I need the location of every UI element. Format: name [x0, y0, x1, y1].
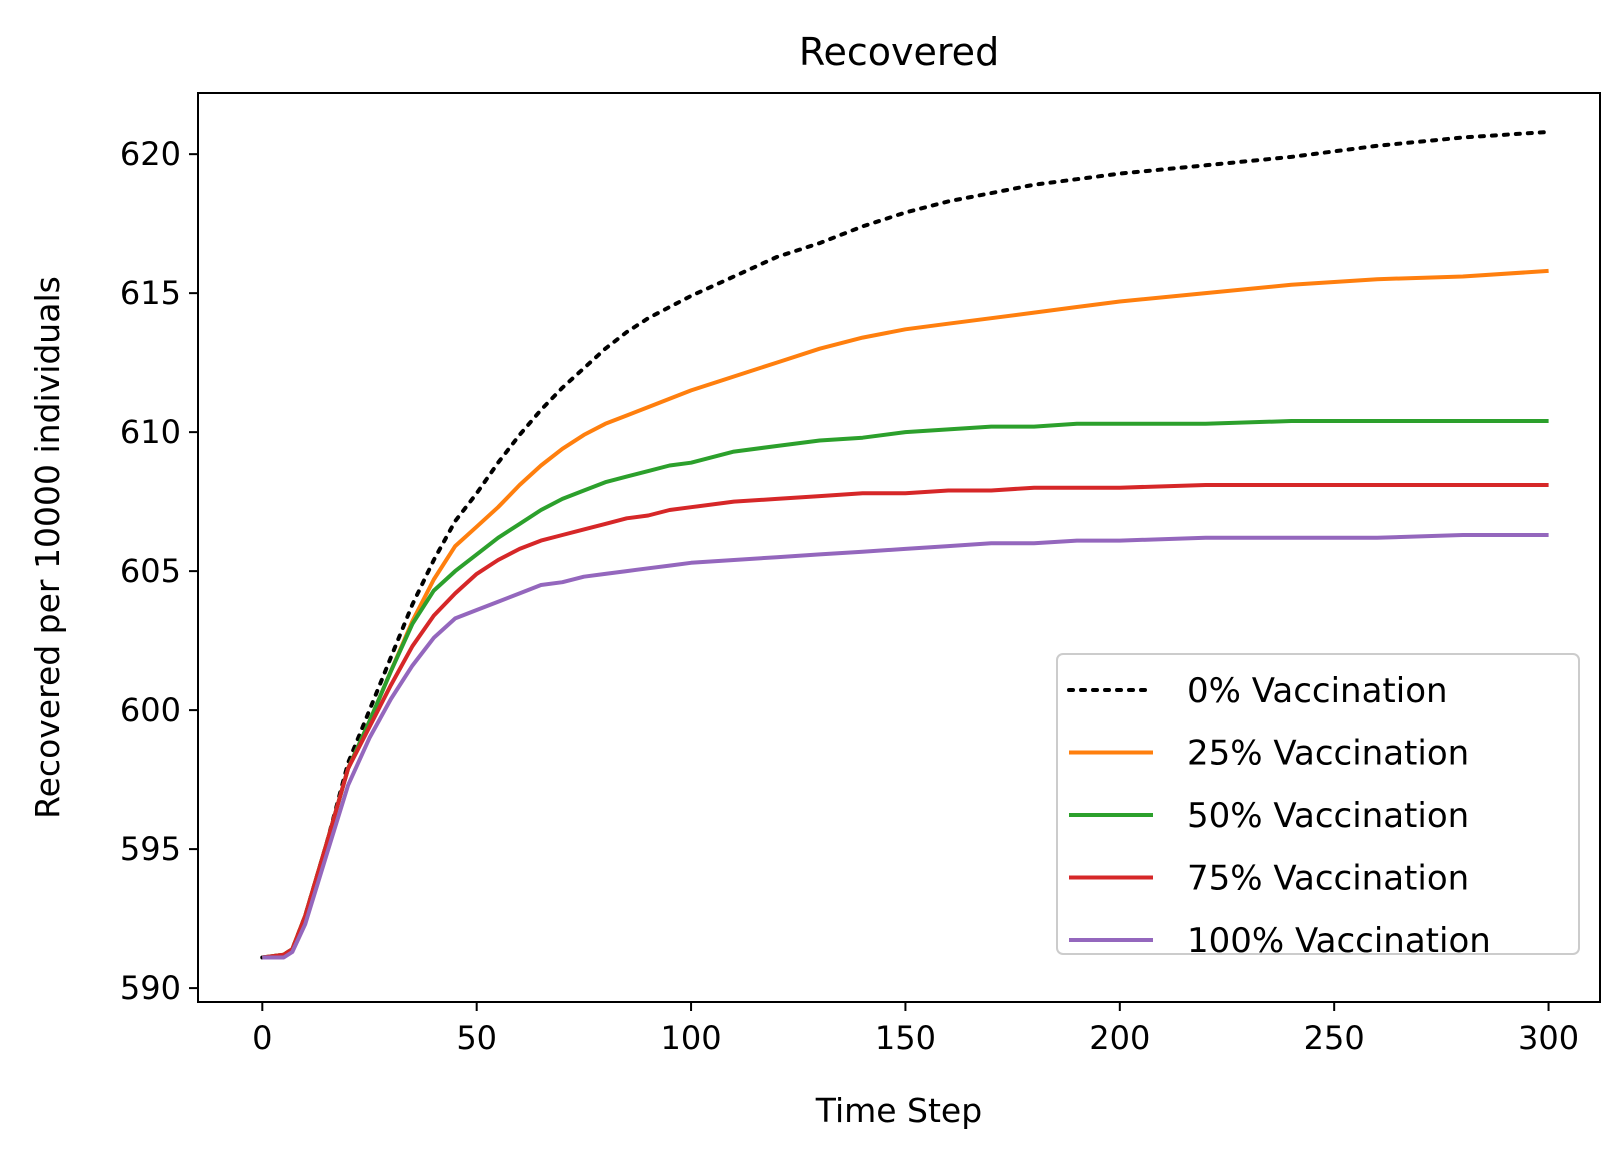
- x-axis-title: Time Step: [815, 1091, 982, 1130]
- legend-label-2: 50% Vaccination: [1187, 796, 1469, 836]
- x-axis: 0 50 100 150 200 250 300: [252, 1002, 1579, 1057]
- legend-box: [1056, 653, 1580, 955]
- y-tick-label: 610: [120, 413, 181, 451]
- legend-label-1: 25% Vaccination: [1187, 734, 1469, 774]
- legend: 0% Vaccination 25% Vaccination 50% Vaccina…: [1056, 653, 1580, 961]
- x-tick-label: 50: [456, 1019, 497, 1057]
- x-tick-label: 0: [252, 1019, 272, 1057]
- plot-frame: [197, 92, 1601, 1003]
- series-layer: [260, 129, 1551, 960]
- series-line-3: [262, 483, 1549, 960]
- x-tick-label: 150: [875, 1019, 936, 1057]
- x-tick-label: 250: [1304, 1019, 1365, 1057]
- y-axis-title: Recovered per 10000 individuals: [28, 276, 67, 819]
- y-axis: 590 595 600 605 610 615 620: [120, 135, 198, 1007]
- x-tick-label: 300: [1518, 1019, 1579, 1057]
- x-tick-label: 200: [1089, 1019, 1150, 1057]
- legend-label-4: 100% Vaccination: [1187, 921, 1491, 961]
- y-tick-label: 590: [120, 969, 181, 1007]
- series-line-2: [262, 419, 1549, 960]
- y-tick-label: 595: [120, 830, 181, 868]
- x-tick-label: 100: [661, 1019, 722, 1057]
- y-tick-label: 620: [120, 135, 181, 173]
- series-line-0: [260, 129, 1551, 960]
- series-line-4: [262, 533, 1549, 960]
- legend-label-3: 75% Vaccination: [1187, 859, 1469, 899]
- legend-label-0: 0% Vaccination: [1187, 671, 1448, 711]
- y-tick-label: 615: [120, 274, 181, 312]
- y-tick-label: 605: [120, 552, 181, 590]
- chart-title: Recovered: [799, 30, 999, 74]
- y-tick-label: 600: [120, 691, 181, 729]
